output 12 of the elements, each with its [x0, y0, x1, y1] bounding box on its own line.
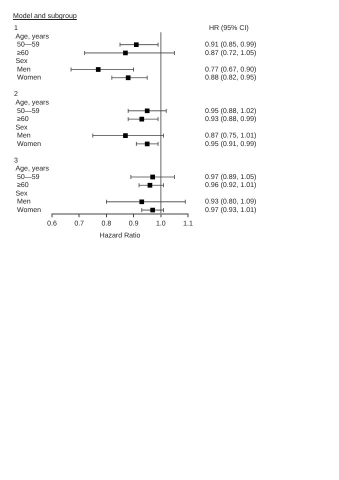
point [134, 42, 139, 48]
point [123, 50, 128, 56]
point [126, 75, 130, 80]
point [144, 108, 150, 114]
point [148, 182, 152, 188]
point [139, 199, 144, 204]
point [139, 116, 144, 122]
point [144, 142, 150, 146]
point [150, 208, 155, 212]
point [150, 174, 155, 180]
point [123, 133, 128, 138]
point [96, 67, 101, 72]
